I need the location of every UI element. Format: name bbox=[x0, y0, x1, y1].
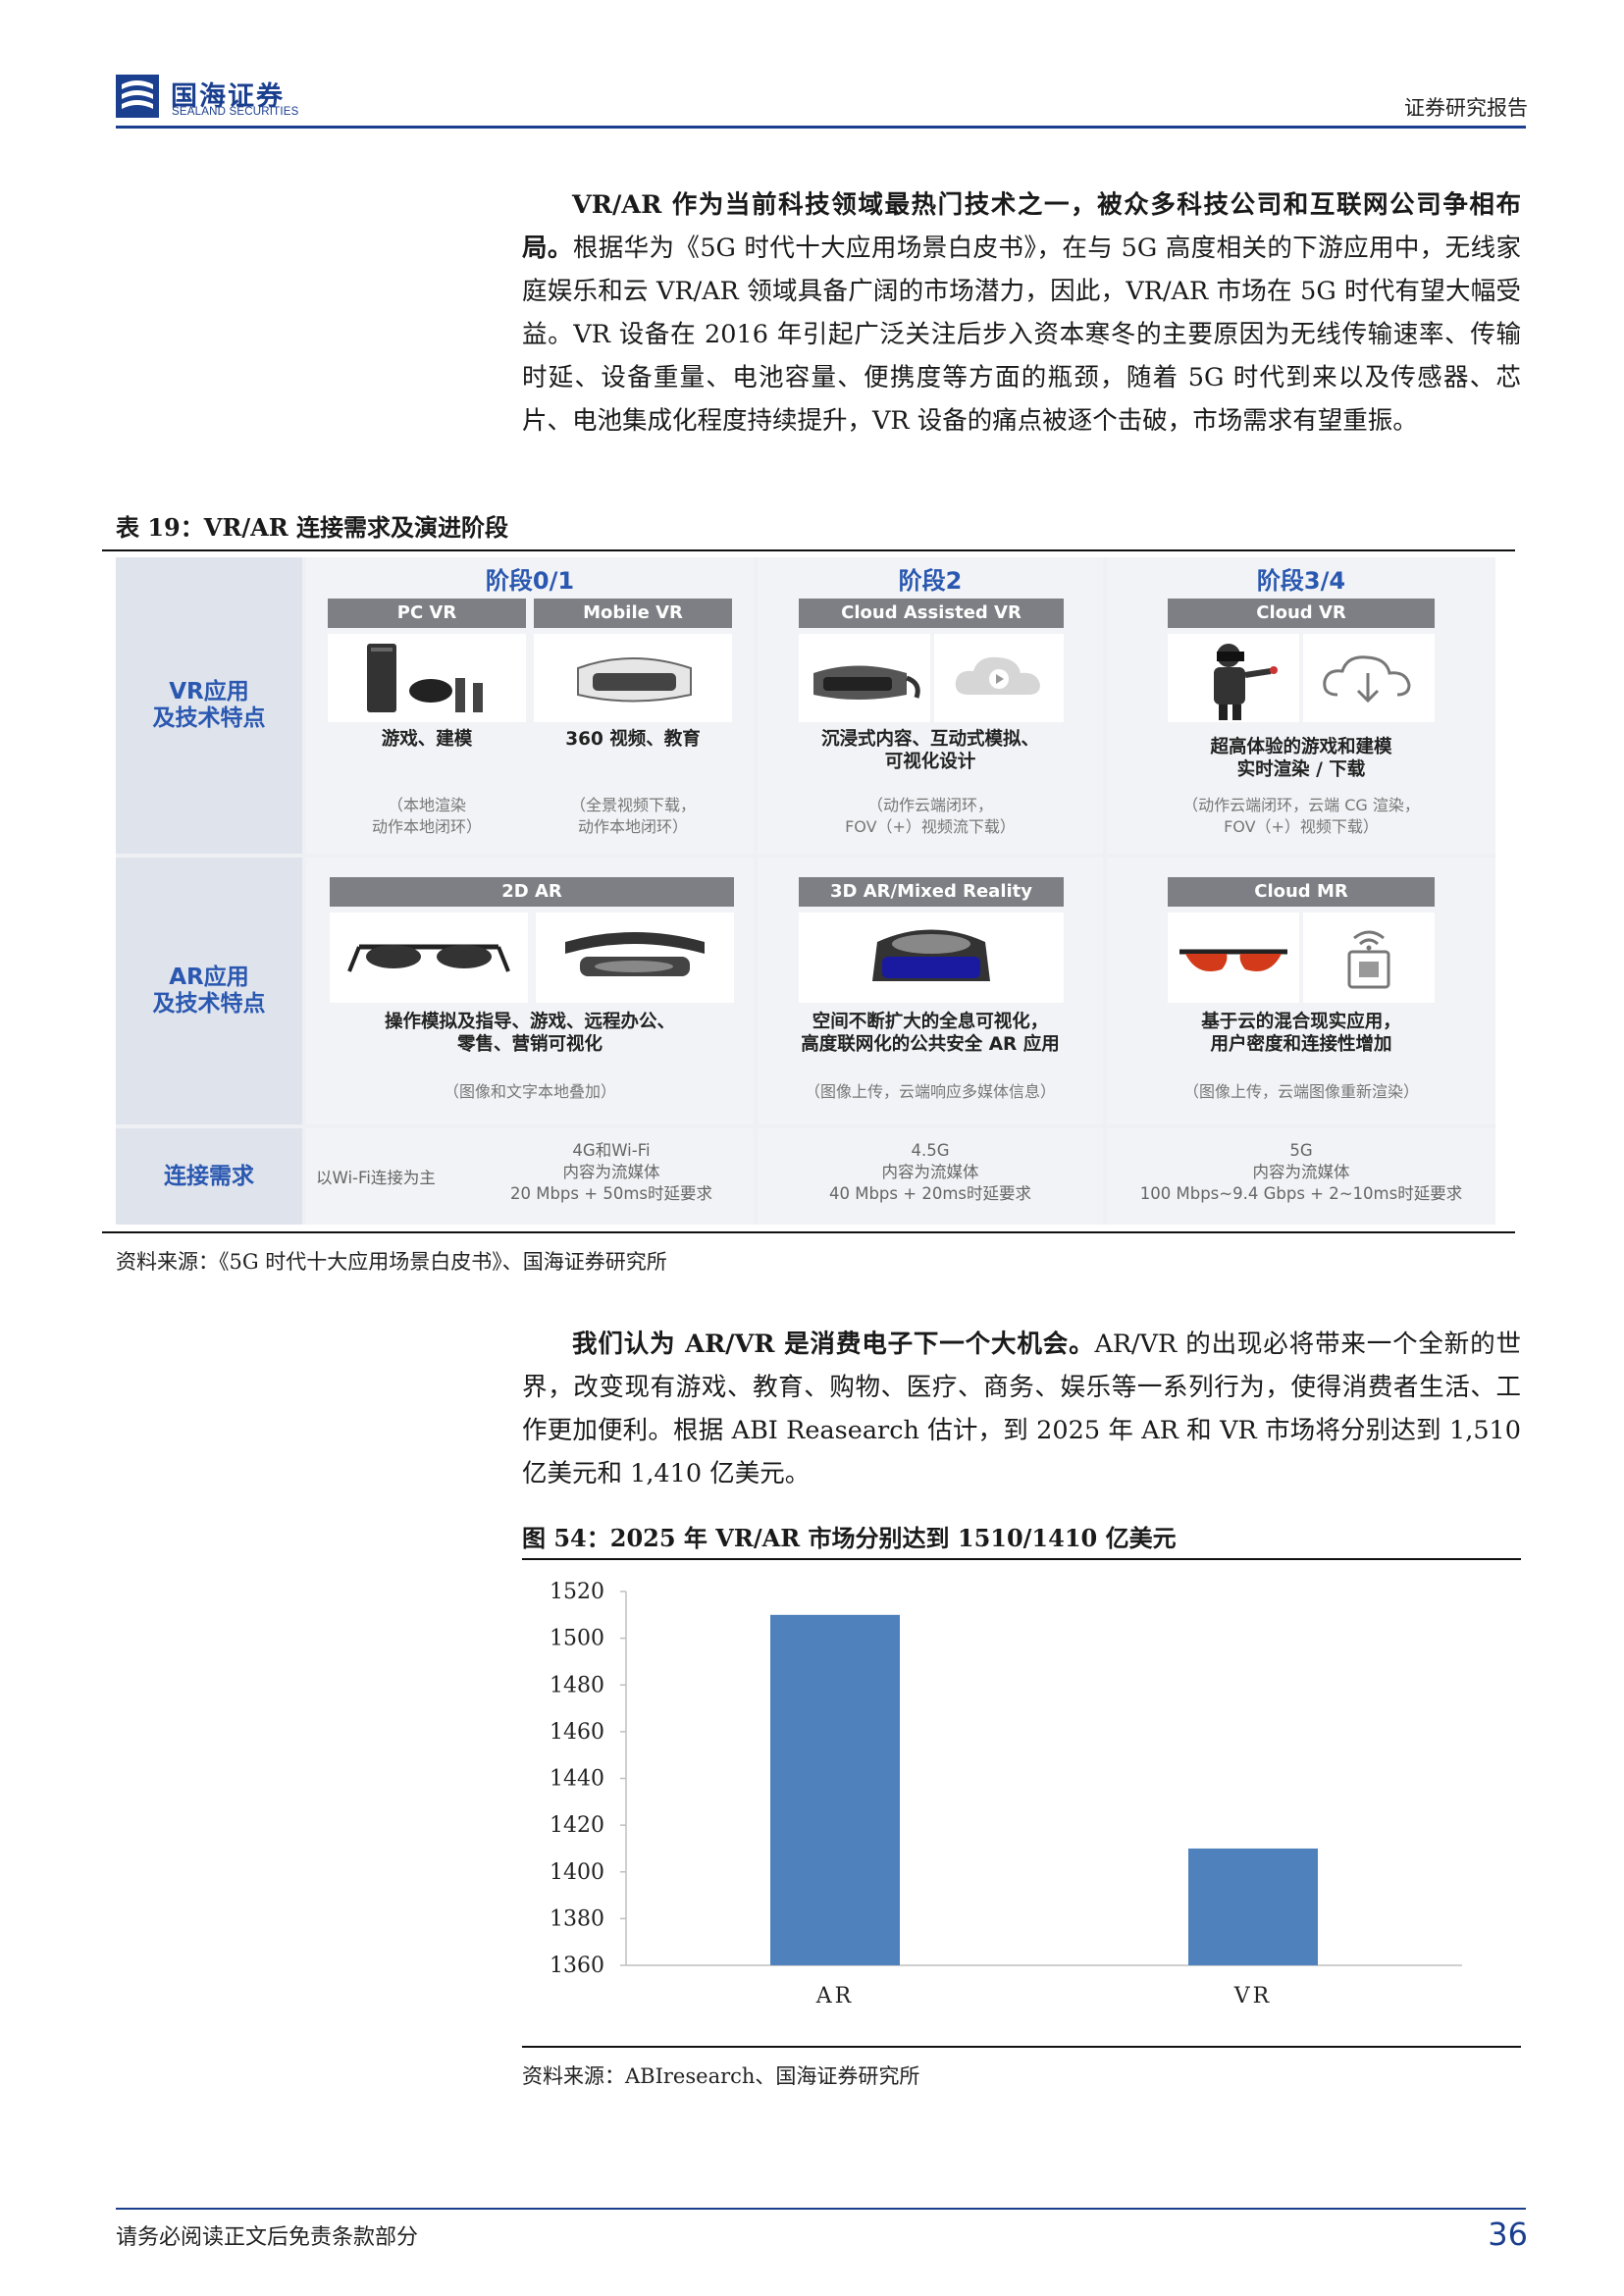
ar-headset-image bbox=[536, 913, 734, 1003]
y-tick-label: 1420 bbox=[550, 1813, 604, 1838]
desc-pc-vr: 游戏、建模 bbox=[381, 729, 473, 750]
row-head-ar: AR应用 及技术特点 bbox=[116, 858, 302, 1124]
cell-conn-stage3 bbox=[1107, 1128, 1495, 1225]
row-head-vr: VR应用 及技术特点 bbox=[116, 557, 302, 854]
note-mobile-vr: （全景视频下载， 动作本地闭环） bbox=[569, 796, 696, 836]
note-cloud-assisted-vr: （动作云端闭环， FOV（+）视频流下载） bbox=[845, 796, 1016, 836]
note-cloud-vr: （动作云端闭环，云端 CG 渲染， FOV（+）视频下载） bbox=[1182, 796, 1420, 836]
conn-stage1: 4G和Wi-Fi 内容为流媒体 20 Mbps + 50ms时延要求 bbox=[509, 1141, 712, 1203]
row-head-connection: 连接需求 bbox=[116, 1128, 302, 1225]
y-tick-label: 1440 bbox=[550, 1767, 604, 1792]
x-category-label: VR bbox=[1233, 1984, 1272, 2009]
x-category-label: AR bbox=[815, 1984, 854, 2009]
vr-headset-icon bbox=[813, 665, 920, 700]
company-logo: 国海证券 SEALAND SECURITIES bbox=[116, 73, 322, 124]
paragraph-text: 根据华为《5G 时代十大应用场景白皮书》，在与 5G 高度相关的下游应用中，无线… bbox=[522, 234, 1521, 436]
market-size-bar-chart: 1520 1500 1480 1460 1440 1420 1400 1380 1360 AR VR bbox=[550, 1580, 1462, 2009]
note-pc-vr: （本地渲染 动作本地闭环） bbox=[371, 796, 482, 836]
mixed-reality-headset-icon bbox=[872, 929, 990, 981]
sealand-logo-icon bbox=[116, 75, 159, 118]
y-tick-label: 1500 bbox=[550, 1627, 604, 1651]
desc-cloud-assisted-vr: 沉浸式内容、互动式模拟、 可视化设计 bbox=[820, 729, 1039, 772]
cloud-assisted-vr-image bbox=[799, 634, 930, 722]
stage-heading-0-1: 阶段0/1 bbox=[485, 567, 575, 595]
cloud-video-image bbox=[934, 634, 1064, 722]
tag-cloud-vr: Cloud VR bbox=[1168, 599, 1435, 628]
cloud-download-image bbox=[1303, 634, 1435, 722]
body-paragraph-1: VR/AR 作为当前科技领域最热门技术之一，被众多科技公司和互联网公司争相布局。… bbox=[522, 183, 1521, 443]
paragraph-lead: 我们认为 AR/VR 是消费电子下一个大机会。 bbox=[572, 1330, 1095, 1359]
y-tick-label: 1400 bbox=[550, 1860, 604, 1885]
y-tick-label: 1380 bbox=[550, 1906, 604, 1931]
tag-3d-ar-mixed-reality: 3D AR/Mixed Reality bbox=[799, 877, 1064, 907]
note-cloud-mr: （图像上传，云端图像重新渲染） bbox=[1182, 1082, 1419, 1101]
pc-vr-image bbox=[328, 634, 526, 722]
smart-sunglasses-image bbox=[1168, 913, 1299, 1003]
desc-cloud-vr: 超高体验的游戏和建模 实时渲染 / 下载 bbox=[1210, 737, 1392, 780]
figure-bottom-rule bbox=[522, 2046, 1521, 2048]
mixed-reality-image bbox=[799, 913, 1064, 1003]
cell-conn-stage2 bbox=[758, 1128, 1103, 1225]
report-type: 证券研究报告 bbox=[1404, 96, 1528, 120]
stage-heading-2: 阶段2 bbox=[898, 567, 963, 595]
conn-stage3: 5G 内容为流媒体 100 Mbps~9.4 Gbps + 2~10ms时延要求 bbox=[1139, 1141, 1463, 1203]
stage-heading-3-4: 阶段3/4 bbox=[1256, 567, 1346, 595]
table-top-rule bbox=[102, 549, 1515, 551]
table-caption: 表 19：VR/AR 连接需求及演进阶段 bbox=[116, 513, 509, 542]
y-tick-label: 1360 bbox=[550, 1954, 604, 1978]
footer-divider bbox=[116, 2208, 1526, 2210]
tag-2d-ar: 2D AR bbox=[330, 877, 734, 907]
vr-gamer-icon bbox=[1214, 644, 1278, 720]
page-number: 36 bbox=[1488, 2216, 1528, 2253]
conn-wifi: 以Wi-Fi连接为主 bbox=[316, 1169, 436, 1187]
note-2d-ar: （图像和文字本地叠加） bbox=[443, 1082, 616, 1101]
ar-glasses-image bbox=[330, 913, 528, 1003]
note-3d-ar: （图像上传，云端响应多媒体信息） bbox=[804, 1082, 1056, 1101]
y-tick-label: 1520 bbox=[550, 1580, 604, 1604]
paragraph-text: AR/VR 的出现必将带来一个全新的世界，改变现有游戏、教育、购物、医疗、商务、… bbox=[522, 1330, 1521, 1488]
tag-mobile-vr: Mobile VR bbox=[534, 599, 732, 628]
ar-glasses-icon bbox=[347, 944, 510, 972]
y-tick-label: 1480 bbox=[550, 1673, 604, 1697]
header-divider bbox=[116, 126, 1526, 129]
tag-cloud-assisted-vr: Cloud Assisted VR bbox=[799, 599, 1064, 628]
mobile-vr-headset-icon bbox=[577, 657, 692, 703]
cloud-download-icon bbox=[1323, 655, 1411, 704]
desc-mobile-vr: 360 视频、教育 bbox=[565, 729, 701, 750]
desc-cloud-mr: 基于云的混合现实应用， 用户密度和连接性增加 bbox=[1201, 1012, 1401, 1055]
bar-vr bbox=[1188, 1848, 1318, 1965]
paragraph-lead: VR/AR 作为当前科技领域最热门技术之一，被众多科技公司和互联网公司争相布局。 bbox=[522, 190, 1521, 263]
ar-headset-icon bbox=[565, 932, 705, 976]
logo-chinese: 国海证券 bbox=[171, 81, 285, 112]
figure-source: 资料来源：ABIresearch、国海证券研究所 bbox=[522, 2064, 920, 2088]
logo-english: SEALAND SECURITIES bbox=[172, 106, 299, 118]
conn-stage2: 4.5G 内容为流媒体 40 Mbps + 20ms时延要求 bbox=[828, 1141, 1031, 1203]
wireless-chip-icon bbox=[1347, 930, 1390, 989]
footer-disclaimer: 请务必阅读正文后免责条款部分 bbox=[116, 2225, 419, 2250]
desc-3d-ar: 空间不断扩大的全息可视化， 高度联网化的公共安全 AR 应用 bbox=[801, 1012, 1060, 1055]
cloud-play-icon bbox=[955, 656, 1040, 695]
bar-ar bbox=[770, 1614, 900, 1965]
tag-pc-vr: PC VR bbox=[328, 599, 526, 628]
wireless-chip-image bbox=[1303, 913, 1435, 1003]
table-bottom-rule bbox=[102, 1231, 1515, 1233]
tag-cloud-mr: Cloud MR bbox=[1168, 877, 1435, 907]
figure-caption: 图 54：2025 年 VR/AR 市场分别达到 1510/1410 亿美元 bbox=[522, 1524, 1177, 1552]
desc-2d-ar: 操作模拟及指导、游戏、远程办公、 零售、营销可视化 bbox=[384, 1012, 675, 1055]
pc-tower-headset-icon bbox=[367, 644, 483, 712]
cell-conn-stage1 bbox=[306, 1128, 754, 1225]
body-paragraph-2: 我们认为 AR/VR 是消费电子下一个大机会。AR/VR 的出现必将带来一个全新… bbox=[522, 1323, 1521, 1495]
sunglasses-icon bbox=[1179, 949, 1287, 971]
table-source: 资料来源：《5G 时代十大应用场景白皮书》、国海证券研究所 bbox=[116, 1250, 667, 1274]
figure-top-rule bbox=[522, 1558, 1521, 1560]
cloud-vr-image bbox=[1168, 634, 1299, 722]
mobile-vr-image bbox=[534, 634, 732, 722]
vr-ar-evolution-infographic: VR应用 及技术特点 AR应用 及技术特点 连接需求 阶段0/1 阶段2 阶段3… bbox=[116, 557, 1495, 1225]
y-tick-label: 1460 bbox=[550, 1720, 604, 1745]
